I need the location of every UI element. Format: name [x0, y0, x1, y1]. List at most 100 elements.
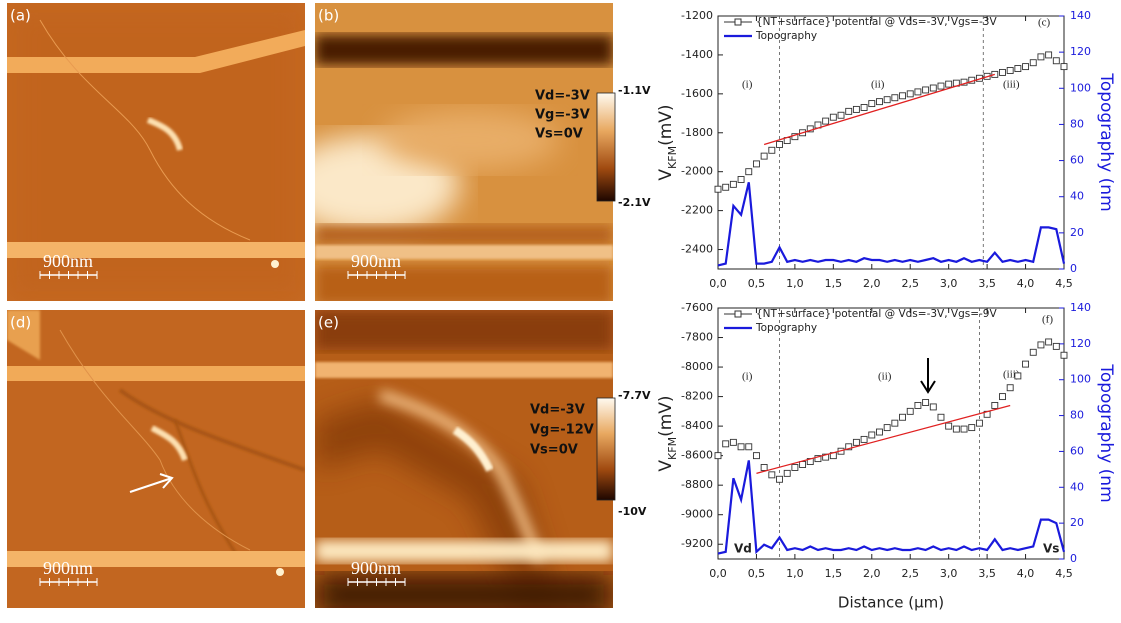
- y2-tick-label: 80: [1070, 409, 1084, 422]
- scale-bar-label: 900nm: [43, 558, 93, 578]
- data-point: [752, 452, 760, 460]
- y-tick-label: -2400: [681, 243, 713, 256]
- data-point: [960, 425, 968, 433]
- y-axis-title-sub: KFM: [666, 146, 679, 169]
- data-point: [1006, 384, 1014, 392]
- data-point: [891, 419, 899, 427]
- y2-tick-label: 100: [1070, 373, 1091, 386]
- data-point: [945, 422, 953, 430]
- data-point: [822, 453, 830, 461]
- arrow: [920, 358, 936, 394]
- data-point: [768, 146, 776, 154]
- data-point: [899, 92, 906, 100]
- legend-label: {NT+surface} potential @ Vds=-3V, Vgs=-3…: [756, 16, 997, 28]
- data-point: [1045, 338, 1053, 346]
- y-axis-title-sub: KFM: [666, 437, 679, 460]
- data-point: [906, 407, 914, 415]
- kfm-image-b: [315, 3, 613, 301]
- afm-image-d: [7, 310, 305, 608]
- data-point: [868, 431, 876, 439]
- data-point: [868, 100, 876, 108]
- y2-tick-label: 120: [1070, 337, 1091, 350]
- y-tick-label: -9200: [681, 537, 713, 550]
- x-tick-label: 4,5: [1055, 277, 1073, 290]
- x-tick-label: 1,0: [786, 567, 804, 580]
- region-label: (ii): [871, 79, 885, 91]
- colorbar: [596, 92, 616, 202]
- data-point: [845, 443, 853, 451]
- data-point: [1037, 53, 1045, 61]
- data-point: [1052, 57, 1060, 65]
- y2-tick-label: 140: [1070, 301, 1091, 314]
- y2-axis-title: Topography (nm: [1096, 363, 1116, 502]
- data-point: [1022, 360, 1030, 368]
- data-point: [1022, 63, 1030, 71]
- x-tick-label: 1,5: [825, 277, 843, 290]
- y-tick-label: -7800: [681, 331, 713, 344]
- electrode-label: Vs: [1043, 542, 1059, 556]
- data-point: [891, 94, 899, 102]
- data-point: [999, 68, 1006, 76]
- legend-label: Topography: [755, 30, 817, 42]
- y-tick-label: -1400: [681, 48, 713, 61]
- x-tick-label: 2,0: [863, 567, 881, 580]
- y-axis-title-part: (mV): [656, 104, 676, 145]
- y-tick-label: -8800: [681, 478, 713, 491]
- y-tick-label: -9000: [681, 508, 713, 521]
- panel-label: (e): [318, 314, 339, 332]
- x-tick-label: 2,5: [901, 277, 919, 290]
- y-tick-label: -1200: [681, 9, 713, 22]
- colorbar-label: -2.1V: [618, 196, 651, 209]
- y-axis-title-part: (mV): [656, 395, 676, 436]
- bias-label: Vs=0V: [530, 443, 578, 458]
- x-axis-title: Distance (µm): [838, 594, 944, 612]
- data-point: [922, 86, 930, 94]
- y-axis-title-part: V: [656, 460, 676, 472]
- colorbar: [596, 397, 616, 501]
- region-label: (ii): [878, 371, 892, 383]
- data-point: [852, 438, 860, 446]
- panel-label: (d): [10, 314, 31, 332]
- colorbar-label: -7.7V: [618, 389, 651, 402]
- data-point: [899, 413, 906, 421]
- data-point: [914, 401, 922, 409]
- data-point: [883, 96, 891, 104]
- data-point: [906, 90, 914, 98]
- data-point: [768, 471, 776, 479]
- fit-line: [756, 404, 1011, 474]
- x-tick-label: 3,0: [940, 567, 958, 580]
- x-tick-label: 3,5: [978, 277, 996, 290]
- y-tick-label: -1600: [681, 87, 713, 100]
- x-tick-label: 2,5: [901, 567, 919, 580]
- data-point: [999, 393, 1006, 401]
- plot-frame: [717, 15, 1065, 270]
- y-tick-label: -8200: [681, 390, 713, 403]
- colorbar-label: -1.1V: [618, 84, 651, 97]
- x-tick-label: 1,0: [786, 277, 804, 290]
- panel-label: (f): [1042, 314, 1053, 326]
- data-point: [876, 428, 883, 436]
- data-point: [937, 82, 945, 90]
- y-tick-label: -8600: [681, 449, 713, 462]
- data-point: [791, 464, 799, 471]
- bias-label: Vg=-3V: [535, 108, 590, 123]
- legend-swatch: [734, 18, 742, 26]
- y-axis-title: VKFM(mV): [656, 104, 679, 180]
- data-point: [714, 185, 722, 193]
- data-point: [1029, 59, 1037, 67]
- data-point: [814, 455, 822, 463]
- data-point: [914, 88, 922, 96]
- y-tick-label: -2000: [681, 165, 713, 178]
- data-point: [760, 464, 768, 471]
- x-tick-label: 4,0: [1017, 567, 1035, 580]
- x-tick-label: 3,5: [978, 567, 996, 580]
- data-point: [745, 168, 753, 176]
- panel-label: (c): [1038, 17, 1051, 29]
- fit-line: [763, 73, 995, 146]
- data-point: [799, 461, 807, 468]
- data-point: [752, 160, 760, 168]
- afm-image-a: [7, 3, 305, 301]
- region-label: (i): [742, 79, 753, 91]
- data-point: [745, 443, 753, 451]
